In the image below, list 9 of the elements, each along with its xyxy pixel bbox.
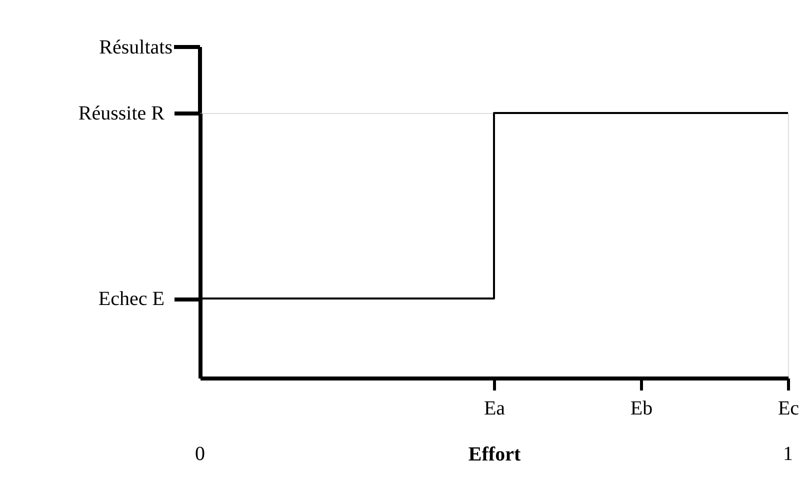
text: 1 xyxy=(783,443,793,465)
y-axis-title: Résultats xyxy=(99,36,173,58)
text: 0 xyxy=(195,443,205,465)
text: Réussite R xyxy=(78,102,166,124)
x-tick-label: Ea xyxy=(484,398,506,420)
x-tick-label: Ec xyxy=(778,398,800,420)
x-axis-title: Effort xyxy=(468,444,521,466)
text: Echec E xyxy=(98,288,164,310)
x-tick-label: Eb xyxy=(630,398,653,420)
